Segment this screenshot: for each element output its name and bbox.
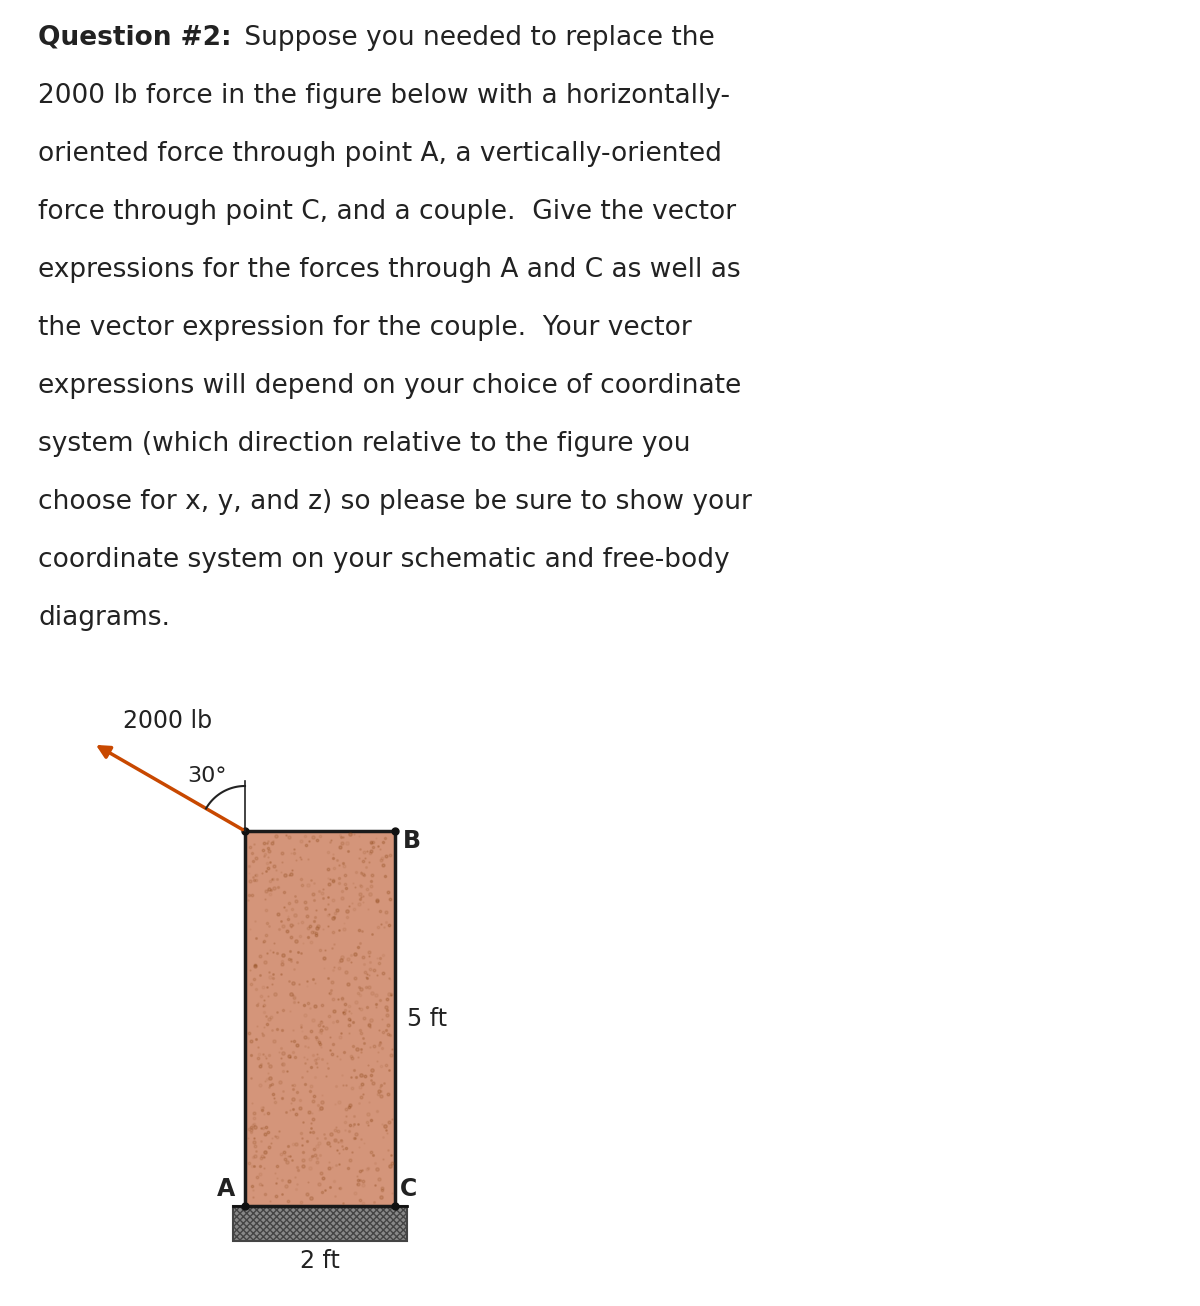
Bar	[233, 1205, 407, 1241]
Text: Question #2:: Question #2:	[38, 25, 232, 51]
Text: the vector expression for the couple.  Your vector: the vector expression for the couple. Yo…	[38, 315, 691, 341]
Text: C: C	[400, 1177, 418, 1202]
Text: coordinate system on your schematic and free-body: coordinate system on your schematic and …	[38, 547, 730, 573]
Text: 2 ft: 2 ft	[300, 1249, 340, 1273]
Text: 5 ft: 5 ft	[407, 1007, 448, 1030]
Text: diagrams.: diagrams.	[38, 605, 170, 631]
Text: system (which direction relative to the figure you: system (which direction relative to the …	[38, 431, 690, 457]
Text: B: B	[403, 829, 421, 853]
Text: choose for x, y, and z) so please be sure to show your: choose for x, y, and z) so please be sur…	[38, 488, 752, 515]
Text: 2000 lb force in the figure below with a horizontally-: 2000 lb force in the figure below with a…	[38, 84, 730, 108]
Text: Suppose you needed to replace the: Suppose you needed to replace the	[236, 25, 715, 51]
Text: expressions will depend on your choice of coordinate: expressions will depend on your choice o…	[38, 374, 742, 400]
Text: 30°: 30°	[187, 767, 227, 786]
Text: expressions for the forces through A and C as well as: expressions for the forces through A and…	[38, 257, 740, 283]
Bar	[233, 1205, 407, 1241]
Text: A: A	[217, 1177, 235, 1202]
Bar	[245, 831, 395, 1205]
Text: force through point C, and a couple.  Give the vector: force through point C, and a couple. Giv…	[38, 199, 736, 225]
Text: 2000 lb: 2000 lb	[124, 709, 212, 734]
Text: oriented force through point A, a vertically-oriented: oriented force through point A, a vertic…	[38, 141, 722, 167]
